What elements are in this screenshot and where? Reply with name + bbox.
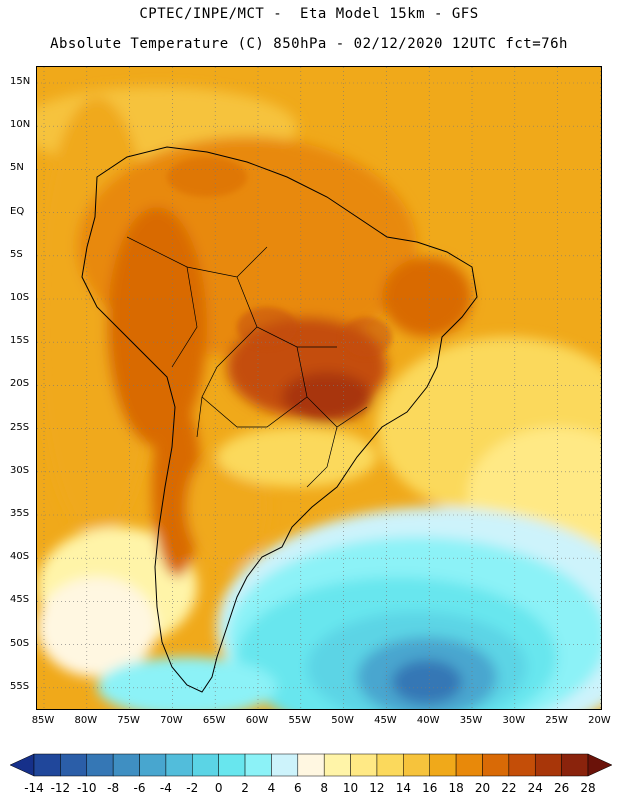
colorbar-segment [508,753,536,777]
latitude-label: 10N [10,119,31,131]
country-borders [126,236,368,488]
colorbar-label: -6 [133,781,146,795]
colorbar-segment [297,753,325,777]
latitude-label: 15N [10,76,31,87]
colorbar-segment [86,753,114,777]
colorbar-segment [376,753,404,777]
colorbar-segment [33,753,61,777]
longitude-label: 35W [459,715,483,726]
latitude-label: 25S [10,421,30,433]
longitude-label: 30W [502,715,526,726]
colorbar-label: -14 [24,781,44,795]
colorbar-label: 0 [214,781,223,795]
latitude-label: 45S [10,594,30,606]
south-america-coastline [81,146,478,693]
guiana-heat [167,157,247,197]
goias-heat [342,317,392,357]
map-canvas [37,67,601,709]
longitude-label: 60W [245,715,269,726]
map-title-line1: CPTEC/INPE/MCT - Eta Model 15km - GFS [139,6,479,22]
latitude-label: 15S [10,335,30,347]
latitude-label: 55S [10,680,30,692]
latitude-label: 35S [10,508,30,519]
colorbar-label: 14 [395,781,411,795]
latitude-label: 50S [10,637,30,649]
hot-core [282,372,372,422]
colorbar-segment [218,753,246,777]
south-andes-heat [152,397,202,577]
latitude-label: 5N [10,162,24,174]
colorbar-segment [323,753,351,777]
colorbar-label: 16 [422,781,438,795]
colorbar-label: 12 [369,781,385,795]
latitude-label: EQ [10,205,25,217]
colorbar-segment [139,753,167,777]
longitude-label: 80W [74,715,98,726]
longitude-label: 85W [31,715,55,726]
longitude-label: 25W [545,715,568,726]
colorbar-label: 20 [474,781,491,795]
longitude-label: 45W [374,715,397,726]
temperature-colorbar [9,753,613,777]
colorbar-label: 10 [342,781,359,795]
colorbar-label: 6 [293,781,302,795]
map-title-line2: Absolute Temperature (C) 850hPa - 02/12/… [50,36,568,52]
south-pacific-cold [97,657,277,709]
latitude-label: 10S [10,292,30,303]
colorbar-segment [534,753,562,777]
colorbar-label: 26 [553,781,570,795]
mato-grosso-heat [237,307,297,347]
longitude-label: 50W [331,715,354,726]
colorbar-segment [350,753,378,777]
colorbar-label: -8 [107,781,120,795]
longitude-label: 20W [588,715,611,726]
colorbar-label: 18 [448,781,464,795]
colorbar-min-arrow [9,753,35,777]
colorbar-label: 24 [527,781,543,795]
longitude-label: 70W [160,715,183,726]
colorbar-segment [271,753,299,777]
colorbar-segment [482,753,510,777]
colorbar-label: 4 [267,781,276,795]
colorbar-label: 22 [501,781,517,795]
andes-heat [107,207,207,447]
cold-core [392,660,462,704]
colorbar-label: -12 [50,781,71,795]
colorbar-label: -2 [186,781,199,795]
pacific-pale-field [37,577,157,677]
pampas-yellow [217,427,377,487]
colorbar-segment [403,753,430,777]
colorbar-label: -10 [76,781,97,795]
temperature-map [36,66,602,710]
colorbar-segment [165,753,193,777]
colorbar-segment [60,753,88,777]
colorbar-segment [455,753,483,777]
latitude-label: 40S [10,551,30,563]
longitude-label: 40W [416,715,440,726]
colorbar-segment [192,753,219,777]
graticule [37,67,601,709]
colorbar-segment [429,753,457,777]
longitude-label: 75W [117,715,140,726]
colorbar-label: 2 [241,781,249,795]
colorbar-segment [561,753,589,777]
colorbar-max-arrow [587,753,613,777]
colorbar-segment [244,753,272,777]
latitude-label: 5S [10,248,23,260]
colorbar-label: 8 [320,781,329,795]
longitude-label: 55W [288,715,312,726]
northeast-heat [382,257,472,337]
longitude-label: 65W [202,715,226,726]
colorbar-label: 28 [580,781,596,795]
colorbar-segment [112,753,140,777]
latitude-label: 30S [10,464,30,476]
colorbar-label: -4 [159,781,172,795]
latitude-label: 20S [10,378,30,390]
